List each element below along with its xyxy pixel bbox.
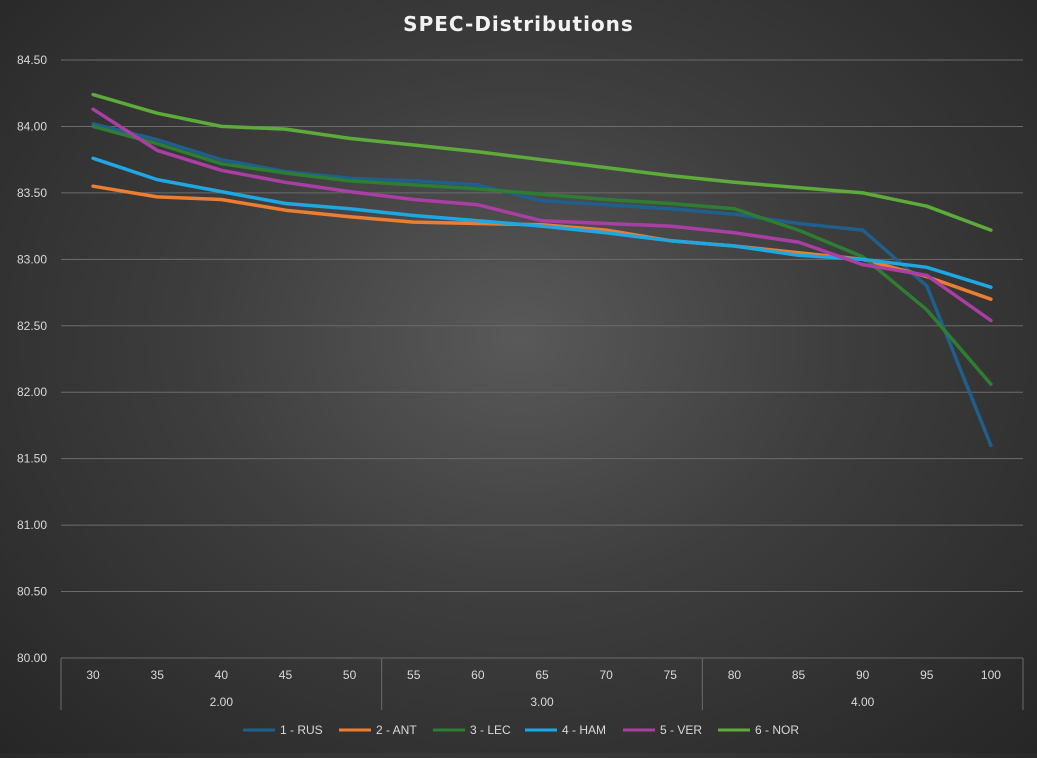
y-tick-label: 83.50 — [17, 186, 47, 200]
y-tick-label: 84.50 — [17, 53, 47, 67]
x-tick-label: 80 — [728, 668, 742, 682]
y-tick-label: 81.50 — [17, 452, 47, 466]
y-tick-label: 82.50 — [17, 319, 47, 333]
x-tick-label: 45 — [279, 668, 293, 682]
legend-label: 2 - ANT — [376, 723, 417, 737]
legend-label: 6 - NOR — [755, 723, 799, 737]
x-tick-label: 75 — [664, 668, 678, 682]
y-tick-label: 80.50 — [17, 585, 47, 599]
legend-label: 3 - LEC — [470, 723, 511, 737]
x-tick-label: 50 — [343, 668, 357, 682]
series-line-2-ant — [91, 184, 993, 301]
x-tick-label: 70 — [599, 668, 613, 682]
y-tick-label: 83.00 — [17, 252, 47, 266]
x-tick-label: 40 — [215, 668, 229, 682]
x-group-label: 4.00 — [851, 695, 875, 709]
y-tick-label: 81.00 — [17, 518, 47, 532]
y-tick-label: 82.00 — [17, 385, 47, 399]
series-line-5-ver — [91, 107, 993, 323]
x-group-label: 2.00 — [210, 695, 234, 709]
x-tick-label: 35 — [151, 668, 165, 682]
series-line-4-ham — [91, 156, 993, 289]
legend-label: 1 - RUS — [280, 723, 323, 737]
y-tick-label: 84.00 — [17, 119, 47, 133]
legend-label: 4 - HAM — [562, 723, 606, 737]
x-tick-label: 60 — [471, 668, 485, 682]
series-line-3-lec — [91, 124, 993, 386]
x-tick-label: 55 — [407, 668, 421, 682]
legend-label: 5 - VER — [660, 723, 702, 737]
x-tick-label: 100 — [981, 668, 1001, 682]
y-tick-label: 80.00 — [17, 651, 47, 665]
series-line-1-rus — [91, 122, 993, 448]
x-tick-label: 85 — [792, 668, 806, 682]
chart-title: SPEC-Distributions — [403, 12, 634, 36]
x-group-label: 3.00 — [530, 695, 554, 709]
x-tick-label: 95 — [920, 668, 934, 682]
series-line-6-nor — [91, 92, 993, 232]
x-tick-label: 65 — [535, 668, 549, 682]
x-tick-label: 30 — [86, 668, 100, 682]
x-tick-label: 90 — [856, 668, 870, 682]
